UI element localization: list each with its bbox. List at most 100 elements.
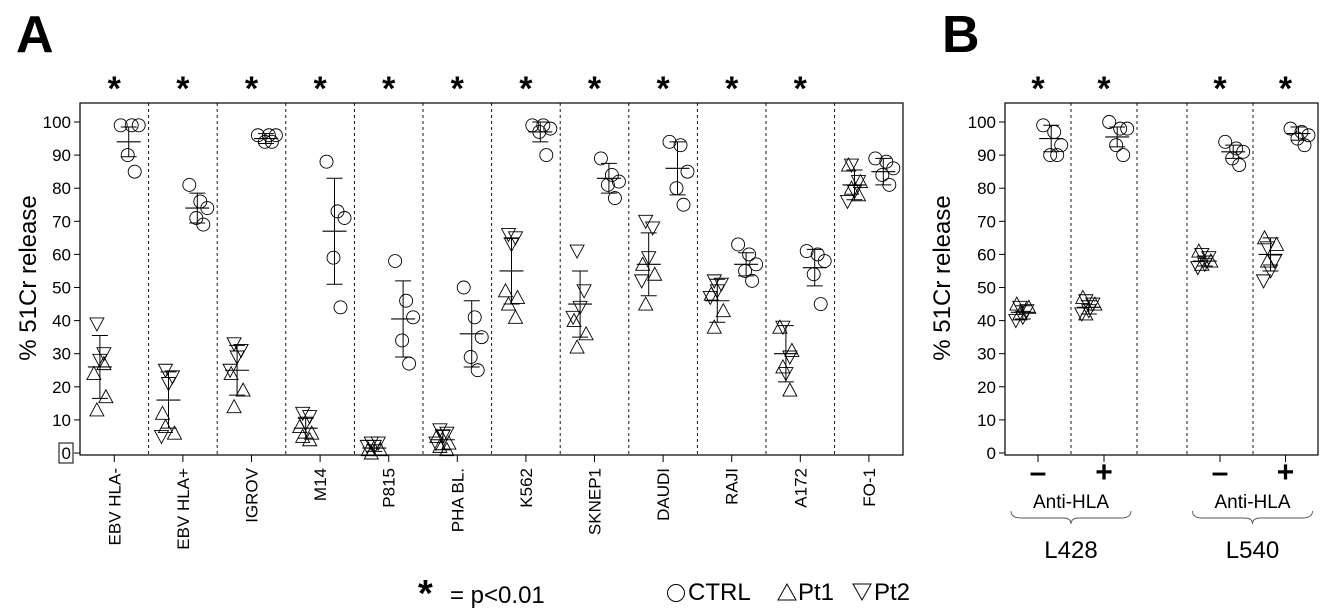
- condition-group: –*: [1190, 70, 1251, 489]
- category-ctrl-point: [607, 191, 622, 206]
- panel-b-y-tick-label: 50: [977, 279, 996, 298]
- category-pt1-point: [772, 319, 788, 334]
- y-axis-title-a: % 51Cr release: [15, 195, 42, 360]
- condition-ctrl-point: [1047, 124, 1062, 139]
- category-ctrl-point: [120, 148, 135, 163]
- category-pt2-point: [500, 228, 517, 243]
- category-ctrl-point: [333, 300, 348, 315]
- condition-ctrl-point: [1294, 124, 1309, 139]
- category-pt2-point: [782, 350, 798, 365]
- category-ctrl-point: [182, 177, 197, 192]
- y-axis-title-b: % 51Cr release: [929, 195, 956, 360]
- condition-pt1-point: [1087, 296, 1103, 311]
- category-pt1-point: [86, 365, 102, 381]
- x-tick-label: M14: [311, 468, 330, 501]
- category-ctrl-point: [742, 247, 757, 262]
- condition-pt1-point: [1075, 289, 1091, 304]
- category-ctrl-point: [456, 280, 471, 295]
- panel-b-y-tick-label: 40: [977, 312, 996, 331]
- category-ctrl-point: [676, 197, 691, 212]
- x-tick-label: PHA BL.: [448, 468, 467, 532]
- category-pt1-point: [715, 302, 732, 318]
- category-ctrl-point: [257, 134, 272, 149]
- category-ctrl-point: [388, 254, 403, 268]
- significance-star: *: [382, 70, 396, 108]
- category-pt2-point: [89, 317, 105, 332]
- panel-b-y-tick-label: 30: [977, 345, 996, 364]
- category-group: P815 *: [353, 70, 421, 508]
- significance-star: *: [656, 70, 670, 108]
- panel-label-a: A: [16, 6, 54, 64]
- category-pt1-point: [96, 355, 112, 371]
- panel-a-content: 0 10 20 30 40 50 60 70 80 90 100 EBV HLA- * EBV HLA+ *…: [43, 70, 901, 550]
- panel-a-y-tick-label: 80: [52, 179, 71, 198]
- category-ctrl-point: [470, 363, 485, 378]
- category-pt1-point: [507, 309, 524, 324]
- category-ctrl-point: [817, 254, 832, 268]
- category-pt1-point: [154, 405, 171, 420]
- category-pt1-point: [98, 388, 114, 404]
- category-group: FO-1: [834, 103, 901, 507]
- condition-ctrl-point: [1229, 141, 1244, 156]
- category-ctrl-point: [402, 356, 417, 371]
- category-pt2-point: [702, 290, 719, 306]
- category-pt1-point: [775, 358, 791, 374]
- panel-a-y-tick-label: 0: [62, 444, 71, 463]
- condition-ctrl-point: [1102, 115, 1117, 129]
- category-ctrl-point: [124, 118, 139, 133]
- legend-triangle-up-icon: [777, 582, 797, 601]
- significance-star: *: [313, 70, 327, 108]
- category-ctrl-point: [879, 154, 894, 169]
- condition-pt2-point: [1255, 274, 1272, 289]
- significance-star: *: [519, 70, 533, 108]
- panel-a-y-tick-label: 90: [52, 146, 71, 165]
- x-tick-label: A172: [791, 468, 810, 508]
- condition-ctrl-point: [1218, 134, 1233, 149]
- category-group: EBV HLA+ *: [148, 70, 215, 550]
- condition-sign: +: [1095, 456, 1113, 489]
- category-ctrl-point: [886, 161, 901, 176]
- condition-pt1-point: [1009, 296, 1025, 311]
- footnote-text: = p<0.01: [450, 582, 545, 608]
- condition-ctrl-point: [1050, 148, 1065, 163]
- significance-star: *: [588, 70, 602, 108]
- category-ctrl-point: [680, 164, 695, 179]
- condition-ctrl-point: [1116, 148, 1131, 163]
- category-pt1-point: [226, 398, 242, 414]
- panel-b-y-tick-label: 0: [987, 444, 996, 463]
- condition-pt1-point: [1191, 243, 1207, 258]
- legend-triangle-down-icon: [852, 583, 872, 602]
- category-pt2-point: [706, 274, 723, 289]
- condition-pt2-point: [1194, 247, 1210, 263]
- category-pt1-point: [497, 282, 514, 298]
- condition-pt2-point: [1266, 254, 1283, 269]
- plot-frame-b: [1004, 102, 1319, 456]
- category-ctrl-point: [326, 250, 341, 265]
- category-pt2-point: [359, 439, 376, 455]
- category-ctrl-point: [543, 121, 558, 136]
- category-pt1-point: [235, 382, 251, 397]
- legend: CTRL Pt1 Pt2: [667, 579, 910, 606]
- category-ctrl-point: [127, 164, 142, 179]
- panel-label-b: B: [942, 6, 980, 64]
- significance-star: *: [794, 70, 808, 108]
- panel-a-y-tick-label: 10: [52, 411, 71, 430]
- panel-a-y-tick-label: 40: [52, 312, 71, 331]
- panel-b-y-tick-label: 60: [977, 245, 996, 264]
- category-pt1-point: [303, 425, 320, 440]
- category-pt1-point: [578, 325, 594, 341]
- significance-star: *: [1097, 70, 1111, 108]
- panel-b-y-tick-label: 90: [977, 146, 996, 165]
- category-group: M14 *: [285, 70, 352, 501]
- category-ctrl-point: [463, 350, 478, 364]
- condition-ctrl-point: [1109, 138, 1124, 153]
- panel-a-y-tick-label: 100: [43, 113, 71, 132]
- condition-sign: +: [1277, 456, 1295, 489]
- category-pt1-point: [706, 319, 723, 334]
- category-ctrl-point: [131, 118, 146, 133]
- panel-b-content: 0102030405060708090100–*+*Anti-HLAL428–*…: [968, 70, 1316, 564]
- category-pt2-point: [576, 284, 592, 299]
- category-pt1-point: [509, 289, 526, 304]
- x-tick-label: IGROV: [243, 467, 262, 522]
